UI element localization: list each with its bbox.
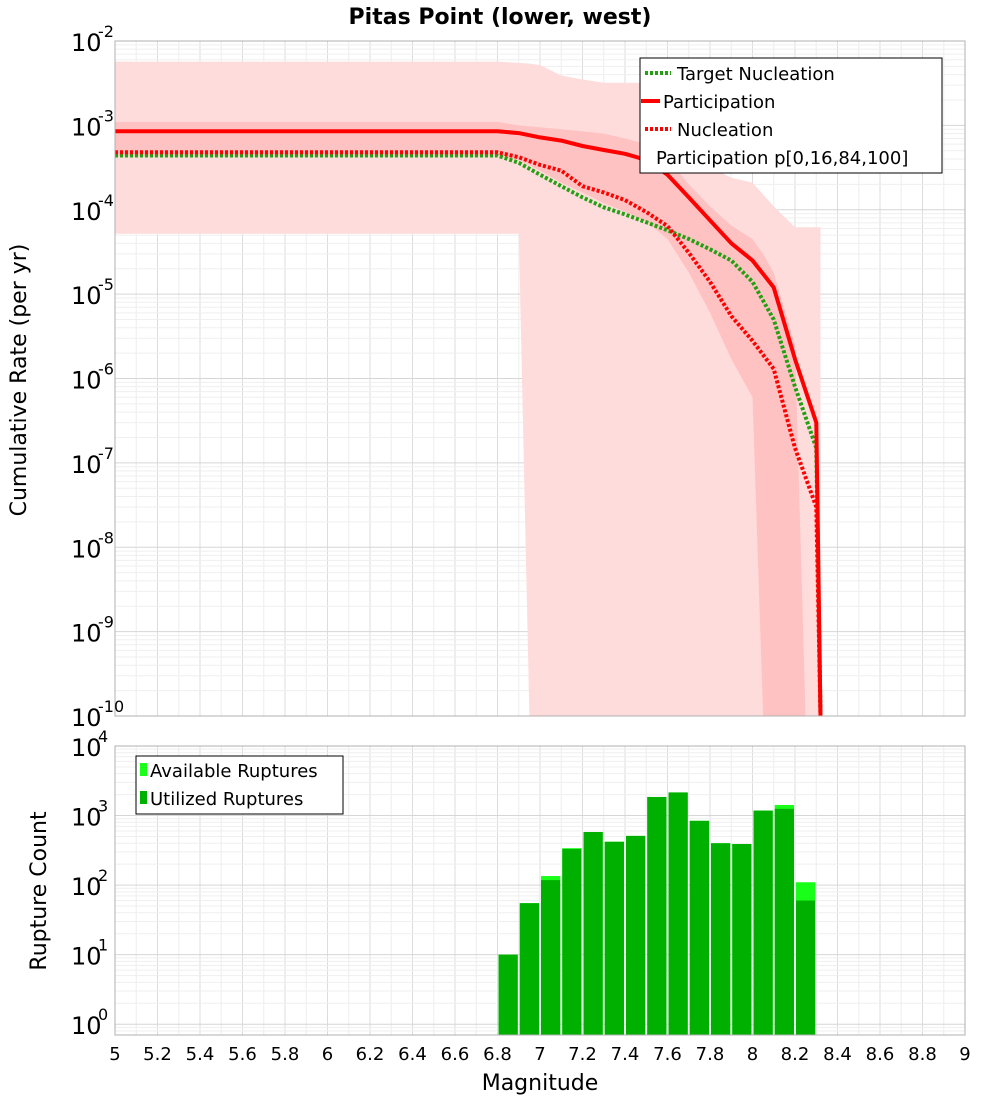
x-tick-label: 5.6 — [228, 1044, 257, 1065]
y-tick-label: 10 — [71, 367, 102, 395]
count-bars — [498, 792, 816, 1035]
y-tick-label: 10 — [71, 29, 102, 57]
x-tick-label: 8 — [747, 1044, 758, 1065]
x-tick-label: 5 — [109, 1044, 120, 1065]
y-tick-label: 10 — [71, 198, 102, 226]
y-tick-label: 10 — [71, 620, 102, 648]
bar-utilized — [583, 832, 603, 1035]
y-tick-exponent: -8 — [98, 528, 114, 547]
x-tick-label: 6.6 — [441, 1044, 470, 1065]
x-tick-label: 6 — [322, 1044, 333, 1065]
rate-plot-border — [114, 40, 966, 717]
bar-utilized — [711, 843, 731, 1035]
y-tick-exponent: -7 — [98, 444, 114, 463]
bar-utilized — [498, 954, 518, 1035]
y-tick-label: 10 — [71, 1012, 102, 1040]
x-tick-label: 5.2 — [143, 1044, 172, 1065]
legend-label-participation-percentiles: Participation p[0,16,84,100] — [656, 148, 908, 169]
count-legend: Available Ruptures Utilized Ruptures — [135, 755, 344, 815]
y-tick-exponent: -9 — [98, 613, 114, 632]
y-tick-exponent: 3 — [98, 797, 108, 816]
rate-y-ticks: 10-210-310-410-510-610-710-810-910-10 — [71, 22, 124, 732]
x-tick-label: 8.6 — [866, 1044, 895, 1065]
x-tick-label: 6.2 — [356, 1044, 385, 1065]
y-tick-exponent: -6 — [98, 360, 114, 379]
y-tick-exponent: -10 — [98, 697, 124, 716]
y-tick-exponent: 2 — [98, 866, 108, 885]
x-tick-label: 5.8 — [271, 1044, 300, 1065]
count-legend-box — [135, 755, 344, 815]
x-tick-label: 7.6 — [653, 1044, 682, 1065]
x-tick-label: 6.8 — [483, 1044, 512, 1065]
rate-legend-box — [639, 57, 943, 174]
y-tick-exponent: -2 — [98, 22, 114, 41]
y-tick-label: 10 — [71, 113, 102, 141]
legend-swatch-available — [140, 763, 147, 776]
y-tick-label: 10 — [71, 451, 102, 479]
legend-label-participation: Participation — [663, 92, 775, 113]
band-p0-p100 — [115, 61, 821, 716]
bar-utilized — [796, 900, 816, 1035]
x-tick-label: 6.4 — [398, 1044, 427, 1065]
bar-utilized — [689, 820, 709, 1035]
bar-utilized — [647, 796, 667, 1035]
y-tick-exponent: -5 — [98, 275, 114, 294]
y-tick-label: 10 — [71, 804, 102, 832]
y-tick-exponent: 4 — [98, 727, 108, 746]
bar-utilized — [541, 880, 561, 1035]
y-tick-label: 10 — [71, 535, 102, 563]
bar-utilized — [626, 835, 646, 1035]
chart-title: Pitas Point (lower, west) — [349, 5, 652, 30]
series-line-nucleation — [115, 150, 823, 716]
x-tick-label: 7.8 — [696, 1044, 725, 1065]
y-tick-exponent: 1 — [98, 936, 108, 955]
bar-utilized — [604, 841, 624, 1035]
count-plot-border — [114, 745, 966, 1036]
series-line-target-nucleation — [115, 153, 823, 716]
bar-utilized — [519, 903, 539, 1035]
x-tick-label: 7.4 — [611, 1044, 640, 1065]
x-tick-label: 9 — [959, 1044, 970, 1065]
bar-utilized — [668, 792, 688, 1035]
x-tick-label: 7.2 — [568, 1044, 597, 1065]
x-tick-label: 8.2 — [781, 1044, 810, 1065]
y-tick-exponent: 0 — [98, 1005, 108, 1024]
bar-utilized — [562, 849, 582, 1035]
rate-y-axis-label: Cumulative Rate (per yr) — [7, 244, 32, 517]
legend-label-target-nucleation: Target Nucleation — [676, 64, 835, 85]
y-tick-label: 10 — [71, 282, 102, 310]
x-tick-label: 7 — [534, 1044, 545, 1065]
x-tick-label: 8.4 — [823, 1044, 852, 1065]
legend-label-utilized: Utilized Ruptures — [150, 789, 303, 810]
rate-panel: 10-210-310-410-510-610-710-810-910-10 Cu… — [7, 22, 966, 732]
count-y-axis-label: Rupture Count — [27, 811, 52, 971]
bar-utilized — [732, 844, 752, 1035]
y-tick-label: 10 — [71, 704, 102, 732]
x-axis-label: Magnitude — [482, 1071, 599, 1096]
x-tick-label: 8.8 — [908, 1044, 937, 1065]
y-tick-label: 10 — [71, 943, 102, 971]
y-tick-label: 10 — [71, 734, 102, 762]
count-x-ticks: 5 5.2 5.4 5.6 5.8 6 6.2 6.4 6.6 6.8 7 7.2 7.4 7.6 7.8 8… — [109, 1044, 970, 1065]
x-tick-label: 5.4 — [186, 1044, 215, 1065]
y-tick-label: 10 — [71, 873, 102, 901]
legend-swatch-utilized — [140, 791, 147, 804]
y-tick-exponent: -3 — [98, 106, 114, 125]
rate-legend: Target Nucleation Participation Nucleati… — [639, 57, 943, 174]
y-tick-exponent: -4 — [98, 191, 114, 210]
legend-label-available: Available Ruptures — [150, 761, 318, 782]
bar-utilized — [774, 808, 794, 1035]
legend-label-nucleation: Nucleation — [677, 120, 773, 141]
rate-bands — [115, 61, 821, 716]
bar-utilized — [753, 810, 773, 1035]
